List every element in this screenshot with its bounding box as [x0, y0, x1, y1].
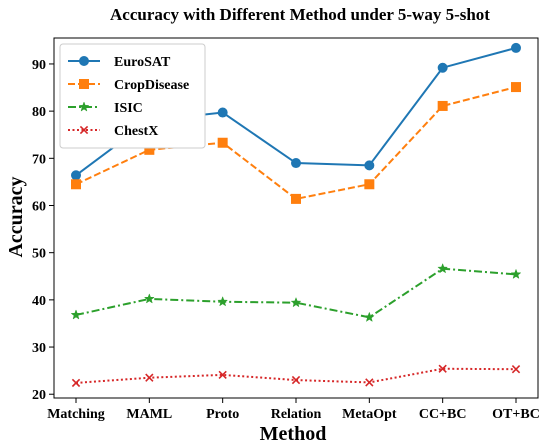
- data-point-eurosat: [217, 107, 228, 118]
- legend-marker-chestx: [79, 125, 89, 135]
- y-tick-label: 30: [32, 341, 46, 356]
- legend-box: [59, 43, 206, 149]
- y-tick-label: 40: [32, 294, 46, 309]
- y-axis: 20 30 40 50 60 70 80 90: [32, 58, 54, 403]
- legend-marker-eurosat: [79, 56, 89, 66]
- data-point-eurosat: [511, 42, 521, 53]
- y-tick-label: 20: [32, 388, 46, 403]
- x-tick-label: OT+BC: [492, 407, 540, 422]
- series-line-isic: [75, 267, 517, 319]
- data-point-chestx: [291, 375, 301, 385]
- data-point-isic: [70, 309, 82, 320]
- data-point-chestx: [71, 378, 81, 388]
- data-point-isic: [143, 293, 155, 304]
- legend-marker-cropdisease: [79, 79, 89, 89]
- y-tick-label: 80: [32, 105, 46, 120]
- data-point-chestx: [218, 370, 227, 380]
- data-point-eurosat: [364, 160, 375, 171]
- x-tick-label: MetaOpt: [342, 407, 397, 422]
- data-point-isic: [437, 263, 449, 274]
- data-point-eurosat: [437, 62, 448, 73]
- data-point-chestx: [365, 378, 374, 387]
- x-tick-label: MAML: [126, 407, 172, 422]
- x-tick-label: Relation: [271, 407, 322, 422]
- legend: EuroSAT CropDisease ISIC ChestX: [59, 43, 206, 149]
- data-point-isic: [290, 296, 302, 308]
- y-tick-label: 90: [32, 58, 46, 73]
- data-point-cropdisease: [437, 100, 448, 111]
- data-point-chestx: [145, 373, 154, 382]
- data-point-isic: [217, 296, 229, 307]
- legend-label-isic: ISIC: [114, 101, 143, 116]
- x-axis: Matching MAML Proto Relation MetaOpt CC+BC OT+…: [47, 398, 540, 422]
- data-point-cropdisease: [511, 82, 521, 93]
- data-point-isic: [363, 311, 375, 322]
- x-tick-label: Matching: [47, 407, 105, 422]
- data-point-cropdisease: [291, 193, 301, 204]
- data-point-eurosat: [291, 158, 301, 169]
- data-point-cropdisease: [217, 137, 228, 148]
- legend-label-cropdisease: CropDisease: [114, 78, 189, 93]
- series-cropdisease: [71, 82, 521, 204]
- y-axis-label: Accuracy: [5, 176, 27, 257]
- data-point-chestx: [438, 364, 447, 373]
- data-point-cropdisease: [71, 179, 81, 190]
- chart-title: Accuracy with Different Method under 5-w…: [110, 5, 490, 24]
- series-isic: [70, 263, 522, 322]
- series-chestx: [71, 364, 521, 388]
- legend-label-chestx: ChestX: [114, 124, 158, 139]
- x-axis-label: Method: [260, 423, 327, 445]
- data-point-chestx: [511, 365, 521, 374]
- x-tick-label: Proto: [206, 407, 239, 422]
- x-tick-label: CC+BC: [419, 407, 467, 422]
- data-point-isic: [510, 268, 522, 280]
- legend-label-eurosat: EuroSAT: [114, 55, 171, 70]
- legend-marker-isic: [78, 101, 90, 112]
- y-tick-label: 50: [32, 247, 46, 262]
- y-tick-label: 70: [32, 152, 46, 167]
- data-point-eurosat: [71, 170, 81, 181]
- data-point-cropdisease: [364, 179, 375, 190]
- y-tick-label: 60: [32, 199, 46, 214]
